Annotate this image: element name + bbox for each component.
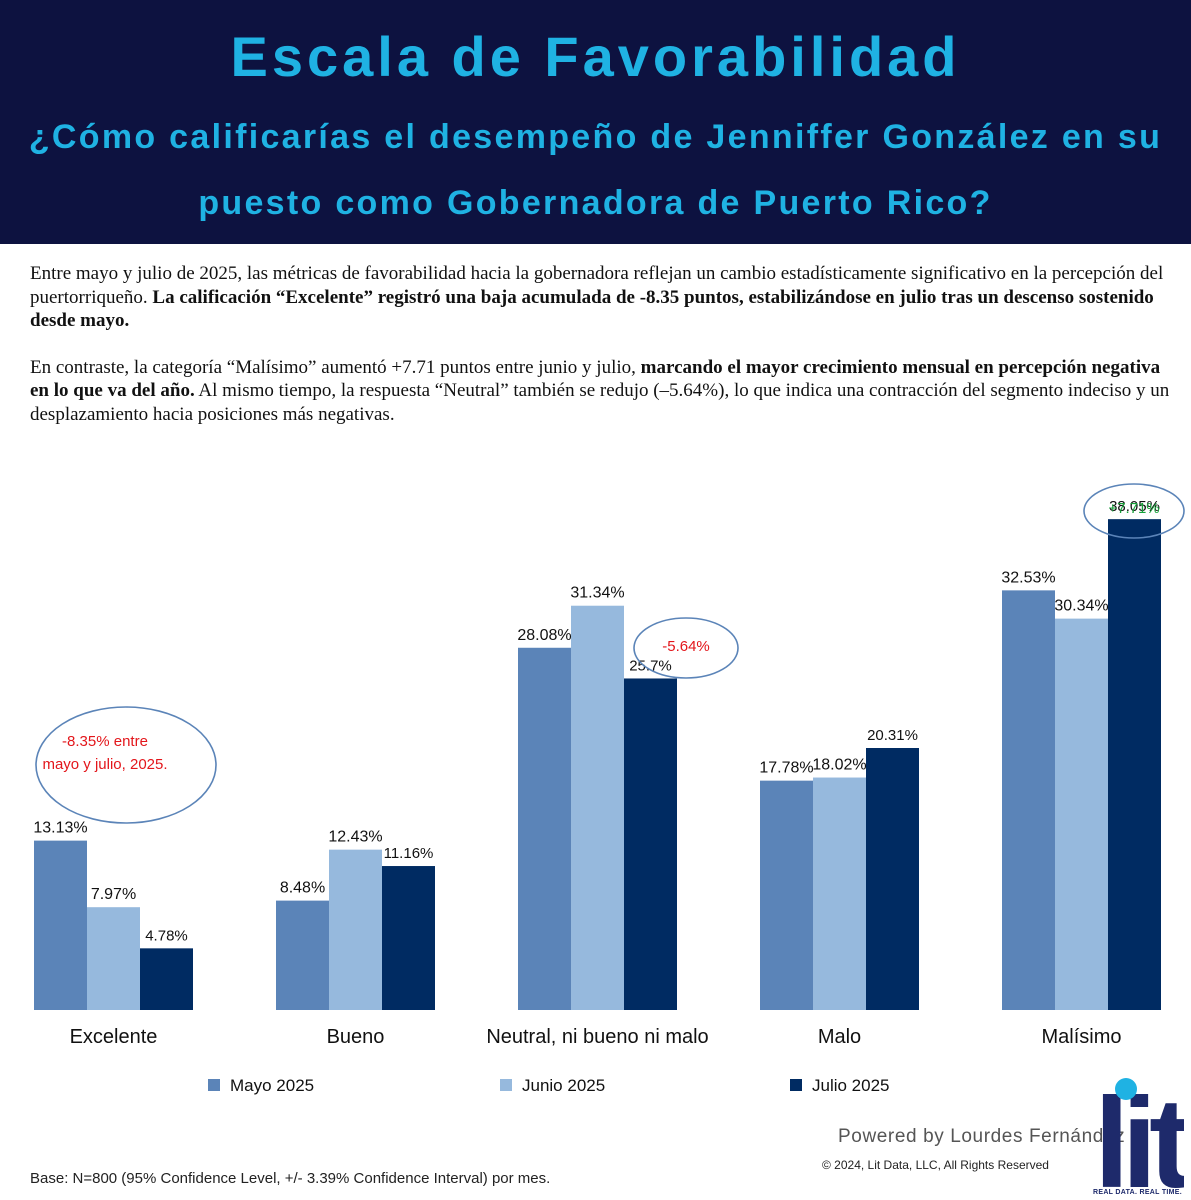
legend-label: Junio 2025 (522, 1076, 605, 1095)
intro-p1-bold: La calificación “Excelente” registró una… (30, 286, 1154, 332)
bar-value-label: 7.97% (91, 886, 136, 903)
annotation-ellipse (35, 706, 217, 824)
lit-logo-icon: lit (1094, 1075, 1184, 1197)
powered-by-text: Powered by Lourdes Fernández (838, 1126, 1126, 1147)
bar-value-label: 32.53% (1001, 569, 1055, 586)
bar-2-2 (624, 678, 677, 1010)
bar-value-label: 12.43% (328, 829, 382, 846)
intro-text: Entre mayo y julio de 2025, las métricas… (30, 262, 1170, 449)
bar-3-2 (866, 748, 919, 1010)
intro-p2-bold: marcando el mayor crecimiento mensual en… (30, 356, 1161, 402)
bar-4-1 (1055, 618, 1108, 1010)
annotation-text: +7.71% (1108, 500, 1159, 517)
value-labels-layer: 13.13% 7.97% 4.78% 8.48% 12.43%11.16% 28.08% 3… (33, 498, 1160, 944)
annotation-ellipse (1083, 483, 1185, 539)
page-subtitle: ¿Cómo calificarías el desempeño de Jenni… (28, 118, 1163, 222)
bar-3-1 (813, 777, 866, 1010)
intro-paragraph-1: Entre mayo y julio de 2025, las métricas… (30, 262, 1170, 333)
bar-value-label: 25.7% (629, 657, 672, 674)
category-label: Excelente (70, 1026, 158, 1048)
logo-tagline: REAL DATA. REAL TIME. (1093, 1189, 1183, 1196)
annotation-text: mayo y julio, 2025. (42, 756, 167, 773)
bar-value-label: 18.02% (812, 757, 866, 774)
annotation-text: -5.64% (662, 638, 710, 655)
legend-label: Mayo 2025 (230, 1076, 314, 1095)
category-label: Malísimo (1041, 1026, 1121, 1048)
bar-value-label: 31.34% (570, 585, 624, 602)
page-title: Escala de Favorabilidad (230, 25, 961, 88)
logo-text: lit (1094, 1075, 1184, 1197)
legend-swatch (208, 1079, 220, 1091)
logo-dot-icon (1115, 1078, 1137, 1100)
bar-value-label: 38.05% (1109, 498, 1160, 515)
category-labels-layer: Excelente Bueno Neutral, ni bueno ni malo M… (70, 1026, 1122, 1048)
annotation-ellipse (633, 617, 739, 679)
bar-1-0 (276, 900, 329, 1010)
intro-paragraph-2: En contraste, la categoría “Malísimo” au… (30, 356, 1170, 427)
bar-value-label: 11.16% (384, 845, 434, 862)
legend-swatch (790, 1079, 802, 1091)
bar-2-1 (571, 605, 624, 1010)
bar-value-label: 28.08% (517, 627, 571, 644)
legend-label: Julio 2025 (812, 1076, 890, 1095)
bar-value-label: 8.48% (280, 880, 325, 897)
intro-p2-text1: En contraste, la categoría “Malísimo” au… (30, 356, 641, 378)
legend: Mayo 2025 Junio 2025 Julio 2025 (208, 1076, 890, 1095)
bar-4-2 (1108, 519, 1161, 1010)
bar-0-0 (34, 840, 87, 1010)
bar-3-0 (760, 780, 813, 1010)
bar-chart: 13.13% 7.97% 4.78% 8.48% 12.43%11.16% 28.08% 3… (33, 483, 1185, 1095)
annotations-layer: -8.35% entre mayo y julio, 2025. -5.64% +7.… (35, 483, 1185, 824)
bar-value-label: 30.34% (1054, 598, 1108, 615)
annotation-text: -8.35% entre (62, 733, 148, 750)
intro-p1-text: Entre mayo y julio de 2025, las métricas… (30, 263, 1164, 308)
legend-swatch (500, 1079, 512, 1091)
bar-value-label: 13.13% (33, 820, 87, 837)
bar-1-1 (329, 849, 382, 1010)
bar-1-2 (382, 866, 435, 1010)
bar-0-2 (140, 948, 193, 1010)
category-label: Malo (818, 1026, 861, 1048)
copyright-text: © 2024, Lit Data, LLC, All Rights Reserv… (822, 1158, 1049, 1172)
bar-value-label: 20.31% (867, 727, 918, 744)
base-note: Base: N=800 (95% Confidence Level, +/- 3… (30, 1170, 551, 1187)
bar-value-label: 4.78% (145, 927, 188, 944)
bar-2-0 (518, 647, 571, 1010)
bar-value-label: 17.78% (759, 760, 813, 777)
bar-0-1 (87, 907, 140, 1010)
bars-layer (34, 519, 1161, 1010)
header-banner: Escala de Favorabilidad ¿Cómo calificarí… (0, 0, 1191, 244)
category-label: Bueno (327, 1026, 385, 1048)
bar-4-0 (1002, 590, 1055, 1010)
category-label: Neutral, ni bueno ni malo (486, 1026, 708, 1048)
intro-p2-text2: Al mismo tiempo, la respuesta “Neutral” … (30, 380, 1170, 425)
